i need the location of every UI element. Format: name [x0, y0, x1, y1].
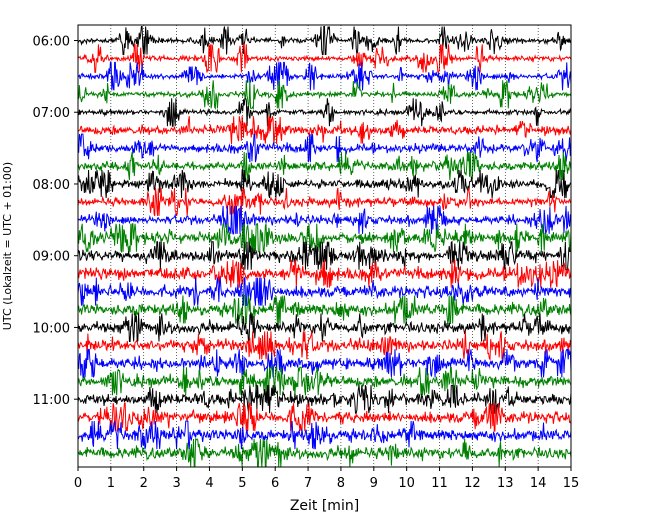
x-tick-label: 0 — [74, 476, 82, 491]
x-tick-label: 7 — [304, 476, 312, 491]
trace-line — [78, 151, 571, 181]
trace-line — [78, 97, 571, 127]
trace-line — [78, 26, 571, 55]
x-tick-label: 4 — [205, 476, 213, 491]
trace-line — [78, 348, 571, 378]
y-tick-label: 07:00 — [33, 106, 70, 121]
trace-line — [78, 240, 571, 271]
x-tick-label: 9 — [370, 476, 378, 491]
x-tick-label: 6 — [271, 476, 279, 491]
y-tick-label: 09:00 — [33, 250, 70, 265]
x-tick-label: 1 — [107, 476, 115, 491]
plot-frame — [77, 24, 572, 468]
trace-line — [78, 43, 571, 73]
trace-line — [78, 259, 571, 288]
trace-line — [78, 80, 571, 111]
y-tick-label: 10:00 — [33, 321, 70, 336]
trace-line — [78, 420, 571, 450]
x-axis: 0 1 2 3 4 5 6 7 8 9 10 11 12 13 14 15 — [74, 467, 579, 491]
trace-line — [78, 223, 571, 254]
trace-line — [78, 169, 571, 199]
x-tick-label: 10 — [398, 476, 415, 491]
trace-line — [78, 133, 571, 163]
y-tick-label: 06:00 — [33, 35, 70, 50]
x-tick-label: 2 — [140, 476, 148, 491]
x-axis-label: Zeit [min] — [290, 498, 359, 514]
y-tick-label: 11:00 — [33, 393, 70, 408]
traces-group — [78, 26, 571, 467]
trace-line — [78, 61, 571, 91]
x-tick-label: 3 — [172, 476, 180, 491]
trace-line — [78, 437, 571, 467]
y-tick-label: 08:00 — [33, 178, 70, 193]
trace-line — [78, 331, 571, 361]
x-tick-label: 8 — [337, 476, 345, 491]
trace-line — [78, 313, 571, 343]
x-tick-label: 14 — [530, 476, 547, 491]
trace-line — [78, 295, 571, 325]
y-axis: 06:00 07:00 08:00 09:00 10:00 11:00 — [33, 35, 78, 408]
x-tick-label: 13 — [497, 476, 514, 491]
y-axis-label: UTC (Lokalzeit = UTC + 01:00) — [1, 162, 14, 330]
trace-line — [78, 402, 571, 432]
x-tick-label: 15 — [563, 476, 580, 491]
trace-line — [78, 205, 571, 235]
trace-line — [78, 366, 571, 396]
trace-line — [78, 116, 571, 145]
trace-line — [78, 384, 571, 415]
x-tick-label: 5 — [238, 476, 246, 491]
trace-line — [78, 187, 571, 217]
trace-line — [78, 276, 571, 307]
x-tick-label: 11 — [431, 476, 448, 491]
x-tick-label: 12 — [464, 476, 481, 491]
